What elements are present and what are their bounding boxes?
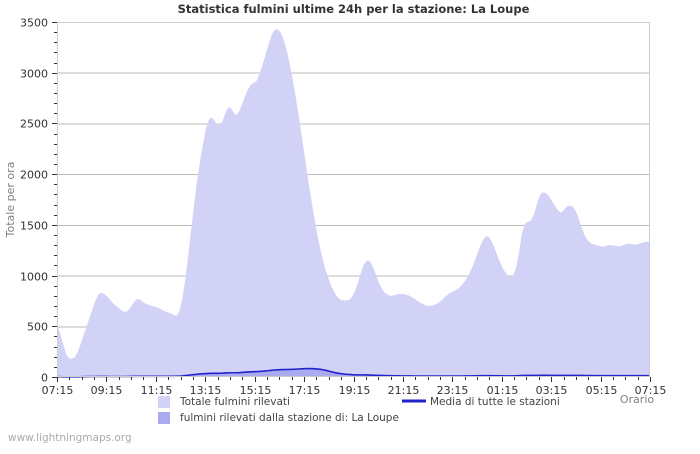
y-axis-title: Totale per ora	[4, 162, 17, 239]
legend-swatch-0	[158, 396, 170, 408]
x-tick-label-3: 13:15	[190, 384, 222, 397]
legend-label-2: fulmini rilevati dalla stazione di: La L…	[180, 412, 399, 424]
y-tick-label-3000: 3000	[20, 68, 48, 81]
y-tick-label-1500: 1500	[20, 220, 48, 233]
y-tick-label-3500: 3500	[20, 17, 48, 30]
x-tick-label-6: 19:15	[339, 384, 371, 397]
x-tick-label-8: 23:15	[437, 384, 469, 397]
x-tick-label-4: 15:15	[240, 384, 272, 397]
x-tick-label-7: 21:15	[388, 384, 420, 397]
series-area-total	[57, 29, 650, 377]
chart-title: Statistica fulmini ultime 24h per la sta…	[178, 2, 530, 16]
x-tick-label-2: 11:15	[141, 384, 173, 397]
y-tick-label-2500: 2500	[20, 118, 48, 131]
legend-label-0: Totale fulmini rilevati	[179, 396, 290, 408]
x-tick-label-9: 01:15	[487, 384, 519, 397]
x-tick-label-1: 09:15	[91, 384, 123, 397]
legend-label-1: Media di tutte le stazioni	[430, 396, 560, 408]
x-axis-title: Orario	[620, 393, 655, 406]
x-tick-label-0: 07:15	[42, 384, 74, 397]
x-tick-label-10: 03:15	[536, 384, 568, 397]
series-area-station	[57, 368, 650, 377]
y-tick-label-500: 500	[27, 321, 48, 334]
footer-url: www.lightningmaps.org	[8, 432, 132, 444]
x-tick-label-5: 17:15	[289, 384, 321, 397]
y-tick-label-1000: 1000	[20, 271, 48, 284]
legend-swatch-2	[158, 412, 170, 424]
y-tick-label-2000: 2000	[20, 169, 48, 182]
plot-border	[57, 22, 650, 377]
x-tick-label-12: 07:15	[635, 384, 667, 397]
x-tick-label-11: 05:15	[586, 384, 618, 397]
y-tick-label-0: 0	[41, 372, 48, 385]
